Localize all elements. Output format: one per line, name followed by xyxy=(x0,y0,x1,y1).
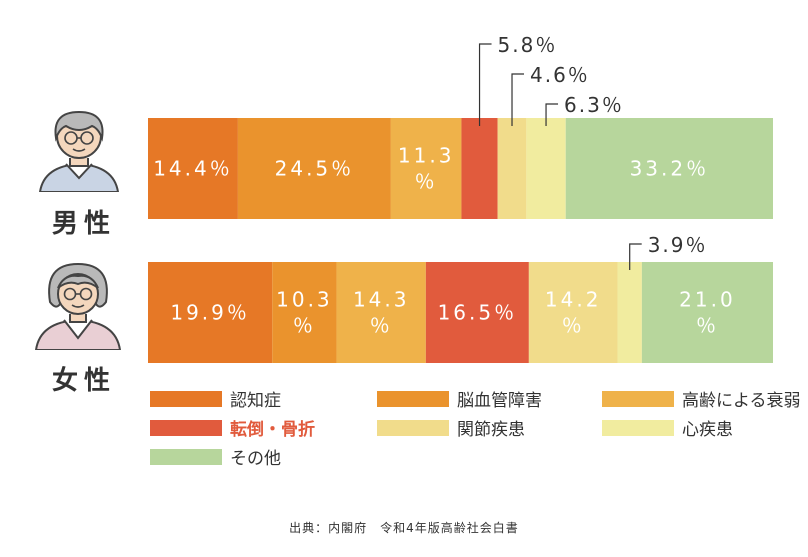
data-label-line: 14.3 xyxy=(353,288,410,312)
data-label: 21.0 ％ xyxy=(679,288,736,338)
row-label-male: 男性 xyxy=(52,209,117,239)
female-elderly-avatar-icon xyxy=(34,262,122,350)
bar-segment xyxy=(272,262,337,363)
bar-segment xyxy=(390,118,462,219)
bar-segment xyxy=(336,262,426,363)
data-label: 33.2％ xyxy=(630,157,710,181)
bar-segment xyxy=(148,118,238,219)
data-label: 14.4％ xyxy=(153,157,233,181)
data-label-line: 19.9％ xyxy=(170,301,250,325)
bar-segment xyxy=(461,118,498,219)
male-elderly-avatar-icon xyxy=(38,110,120,192)
data-label-line: ％ xyxy=(696,314,719,338)
data-label-line: 14.4％ xyxy=(153,157,233,181)
data-label-line: ％ xyxy=(293,314,316,338)
data-label: 14.3 ％ xyxy=(353,288,410,338)
data-label: 6.3％ xyxy=(564,93,624,117)
data-label-line: 10.3 xyxy=(276,288,333,312)
data-label: 3.9％ xyxy=(648,233,708,257)
bar-segment xyxy=(148,262,273,363)
bar-segment xyxy=(526,118,566,219)
bar-segment xyxy=(497,118,527,219)
bar-segment xyxy=(237,118,391,219)
bar-segment xyxy=(565,118,773,219)
data-label-line: 11.3 xyxy=(398,144,455,168)
bar-segment xyxy=(641,262,773,363)
bar-segment xyxy=(425,262,529,363)
data-label-line: 14.2 xyxy=(545,288,602,312)
data-label: 10.3 ％ xyxy=(276,288,333,338)
data-label-line: ％ xyxy=(370,314,393,338)
data-label: 24.5％ xyxy=(275,157,355,181)
data-label-line: 21.0 xyxy=(679,288,736,312)
callout-leader-line xyxy=(629,243,642,270)
data-label-line: ％ xyxy=(562,314,585,338)
row-label-female: 女性 xyxy=(52,366,117,396)
callout-leader-line xyxy=(511,73,525,126)
data-label: 5.8％ xyxy=(498,33,558,57)
data-label: 4.6％ xyxy=(530,63,590,87)
data-label-line: 24.5％ xyxy=(275,157,355,181)
data-label: 19.9％ xyxy=(170,301,250,325)
callout-leader-line xyxy=(478,43,492,126)
bar-segment xyxy=(528,262,618,363)
data-label-line: ％ xyxy=(415,170,438,194)
source-note: 出典：内閣府 令和4年版高齢社会白書 xyxy=(289,521,519,535)
data-label-line: 16.5％ xyxy=(438,301,518,325)
bar-segment xyxy=(617,262,642,363)
data-label: 14.2 ％ xyxy=(545,288,602,338)
data-label: 11.3 ％ xyxy=(398,144,455,194)
callout-leader-line xyxy=(545,103,559,126)
data-label: 16.5％ xyxy=(438,301,518,325)
data-label-line: 33.2％ xyxy=(630,157,710,181)
